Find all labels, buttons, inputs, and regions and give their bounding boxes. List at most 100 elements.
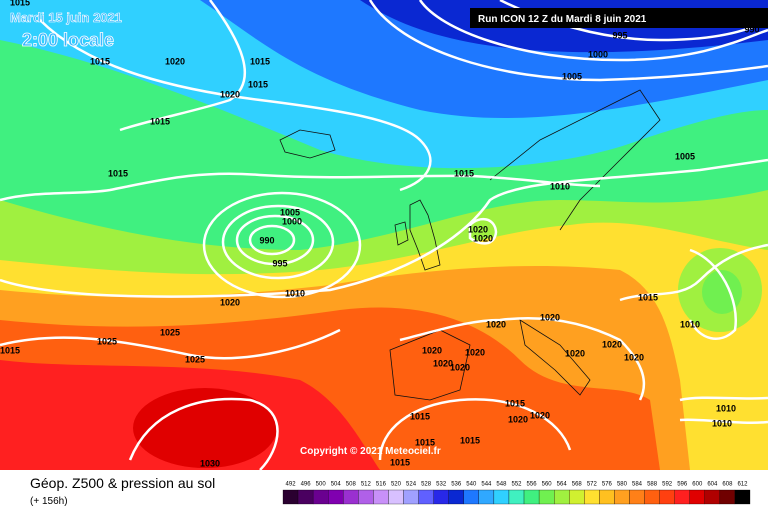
isobar-label: 1010 <box>680 319 700 329</box>
isobar-label: 1020 <box>508 414 528 424</box>
legend-label: 540 <box>466 482 477 488</box>
header: Mardi 15 juin 2021 2:00 locale Run ICON … <box>10 8 768 50</box>
isobar-label: 1020 <box>433 358 453 368</box>
isobar-label: 1010 <box>716 403 736 413</box>
legend-label: 572 <box>587 482 598 488</box>
isobar-label: 1025 <box>185 354 205 364</box>
legend-label: 556 <box>527 482 538 488</box>
legend-label: 576 <box>602 482 613 488</box>
legend-label: 604 <box>707 482 718 488</box>
isobar-label: 1020 <box>602 339 622 349</box>
legend-label: 584 <box>632 482 643 488</box>
legend-label: 580 <box>617 482 628 488</box>
isobar-label: 1010 <box>712 418 732 428</box>
isobar-label: 1010 <box>285 288 305 298</box>
isobar-label: 1020 <box>530 410 550 420</box>
legend: 492 496 500 504 508 512 516 520 524 528 532 536 540 5… <box>282 482 751 505</box>
legend-label: 528 <box>421 482 432 488</box>
copyright: Copyright © 2021 Meteociel.fr <box>300 446 441 457</box>
legend-swatch <box>674 489 690 505</box>
isobar-label: 990 <box>744 24 759 34</box>
legend-label: 492 <box>286 482 297 488</box>
legend-label: 496 <box>301 482 312 488</box>
isobar-label: 1000 <box>282 216 302 226</box>
isobar-label: 1015 <box>505 398 525 408</box>
run-info: Run ICON 12 Z du Mardi 8 juin 2021 <box>478 14 647 25</box>
isobar-label: 1020 <box>473 233 493 243</box>
isobar-label: 990 <box>259 235 274 245</box>
isobar-label: 1015 <box>150 116 170 126</box>
legend-label: 544 <box>481 482 492 488</box>
legend-swatch <box>297 489 314 505</box>
isobar-label: 1015 <box>460 435 480 445</box>
isobar-label: 1020 <box>624 352 644 362</box>
isobar-label: 1000 <box>588 49 608 59</box>
coastlines <box>279 89 661 401</box>
legend-swatch <box>282 489 299 505</box>
isobar-label: 995 <box>272 258 287 268</box>
isobar-label: 995 <box>612 30 627 40</box>
legend-label: 504 <box>331 482 342 488</box>
isobar-label: 1015 <box>108 168 128 178</box>
forecast-time: 2:00 locale <box>22 30 114 50</box>
isobar-label: 1015 <box>0 345 20 355</box>
legend-label: 552 <box>511 482 522 488</box>
legend-swatch <box>433 489 449 505</box>
isobar-label: 1020 <box>422 345 442 355</box>
isobar-label: 1015 <box>248 79 268 89</box>
legend-swatch <box>418 489 434 505</box>
legend-label: 564 <box>557 482 568 488</box>
isobar-labels: 1015 1015 1020 1015 1015 1020 1015 1015 1005 1000… <box>0 0 760 468</box>
legend-label: 500 <box>316 482 327 488</box>
isobar-label: 1030 <box>200 458 220 468</box>
legend-swatch <box>523 489 540 505</box>
isobar-label: 1020 <box>220 297 240 307</box>
isobar-label: 1020 <box>540 312 560 322</box>
isobar-label: 1015 <box>10 0 30 7</box>
isobar-label: 1005 <box>562 71 582 81</box>
legend-swatch <box>358 489 374 505</box>
legend-swatch <box>599 489 615 505</box>
legend-label: 612 <box>737 482 748 488</box>
legend-label: 560 <box>542 482 553 488</box>
legend-swatch <box>478 489 495 505</box>
isobar-label: 1015 <box>410 411 430 421</box>
isobar-label: 1025 <box>97 336 117 346</box>
isobar-label: 1020 <box>565 348 585 358</box>
legend-swatch <box>493 489 510 505</box>
legend-swatch <box>614 489 630 505</box>
isobar-label: 1015 <box>454 168 474 178</box>
legend-swatch <box>554 489 570 505</box>
isobar-label: 1025 <box>160 327 180 337</box>
legend-label: 508 <box>346 482 357 488</box>
legend-label: 532 <box>436 482 447 488</box>
isobar-label: 1020 <box>486 319 506 329</box>
legend-label: 600 <box>692 482 703 488</box>
legend-label: 588 <box>647 482 658 488</box>
legend-swatch <box>373 489 389 505</box>
isobar-label: 1020 <box>165 56 185 66</box>
isobar-label: 1005 <box>675 151 695 161</box>
footer-title: Géop. Z500 & pression au sol <box>30 475 215 491</box>
run-box <box>470 8 768 28</box>
legend-label: 592 <box>662 482 673 488</box>
isobars <box>0 0 768 461</box>
legend-label: 536 <box>451 482 462 488</box>
isobar-label: 1010 <box>550 181 570 191</box>
isobar-label: 1020 <box>468 224 488 234</box>
legend-swatch <box>508 489 525 505</box>
legend-swatch <box>689 489 705 505</box>
forecast-date: Mardi 15 juin 2021 <box>10 10 122 25</box>
legend-swatch <box>719 489 736 505</box>
legend-swatch <box>704 489 721 505</box>
isobar-label: 1015 <box>390 457 410 467</box>
isobar-label: 1015 <box>250 56 270 66</box>
legend-swatch <box>388 489 404 505</box>
legend-swatch <box>659 489 675 505</box>
footer-lead: (+ 156h) <box>30 496 68 507</box>
legend-label: 524 <box>406 482 417 488</box>
isobar-label: 1020 <box>450 362 470 372</box>
isobar-label: 1015 <box>90 56 110 66</box>
legend-swatch <box>629 489 645 505</box>
